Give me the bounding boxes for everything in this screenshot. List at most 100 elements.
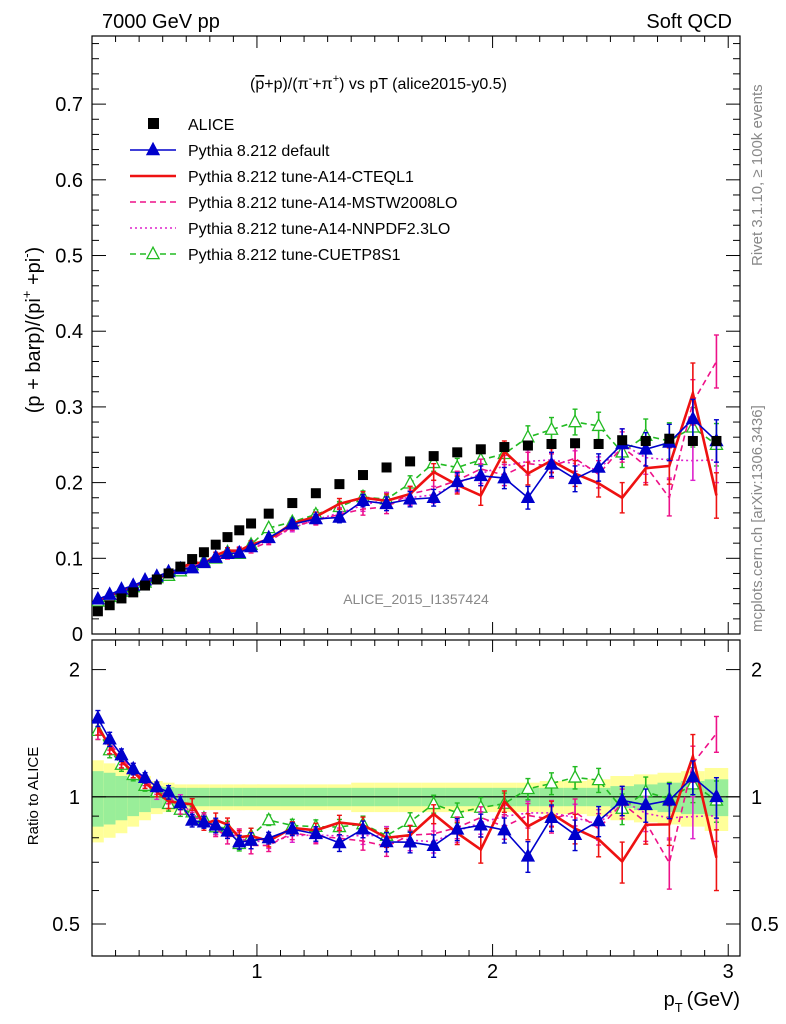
legend: ALICE Pythia 8.212 default Pythia 8.212 tu… xyxy=(130,117,457,264)
ratio-series-0-marker xyxy=(92,710,106,724)
legend-label-3: Pythia 8.212 tune-A14-NNPDF2.3LO xyxy=(188,221,450,238)
x-tick-label: 1 xyxy=(251,961,262,983)
alice-data-point xyxy=(151,574,162,585)
ratio-series-4-marker xyxy=(567,769,583,783)
alice-data-point xyxy=(428,451,439,462)
ratio-tick-label: 0.5 xyxy=(751,914,779,936)
main-series-0-marker xyxy=(426,489,441,504)
alice-data-point xyxy=(234,525,245,536)
ratio-tick-label: 1 xyxy=(69,787,80,809)
ratio-y-axis-label: Ratio to ALICE xyxy=(25,747,42,845)
ratio-series-0-marker xyxy=(173,794,188,809)
ratio-series-0-marker xyxy=(544,809,559,823)
legend-marker-4 xyxy=(145,245,161,260)
ratio-tick-label: 1 xyxy=(751,787,762,809)
alice-data-point xyxy=(593,439,604,450)
main-series-3-line xyxy=(97,442,717,602)
legend-alice-label: ALICE xyxy=(188,117,234,134)
axes: 1 2 3 0 0.1 0.2 0.3 0.4 0.5 0.6 0.7 0.5 0.5 1 1 2 2 xyxy=(52,35,779,983)
main-series-0-marker xyxy=(243,538,259,553)
alice-data-point xyxy=(140,580,151,591)
ratio-series-0-marker xyxy=(402,834,418,848)
ratio-series-0-marker xyxy=(126,760,141,775)
y-tick-label: 0.1 xyxy=(55,548,83,570)
main-series-0-marker xyxy=(220,545,235,560)
ratio-series-0-marker xyxy=(685,768,701,783)
y-tick-label: 0.2 xyxy=(55,473,83,495)
alice-data-point xyxy=(546,439,557,450)
main-series-0-marker xyxy=(520,489,536,504)
ratio-series-4-marker xyxy=(520,780,536,795)
ratio-series-0-marker xyxy=(308,825,323,840)
main-series-0-marker xyxy=(102,586,117,600)
main-series-0-marker xyxy=(450,473,465,488)
ratio-tick-label: 2 xyxy=(751,660,762,682)
main-frame xyxy=(91,35,741,635)
ratio-series-0-marker xyxy=(662,792,677,806)
main-series-0-marker xyxy=(285,516,300,530)
header-right: Soft QCD xyxy=(646,11,732,33)
main-series-0-marker xyxy=(567,470,583,485)
alice-data-point xyxy=(198,547,209,558)
y-tick-label: 0.7 xyxy=(55,94,83,116)
legend-label-2: Pythia 8.212 tune-A14-MSTW2008LO xyxy=(188,195,457,212)
ratio-series-4-marker xyxy=(591,771,606,786)
ratio-frame xyxy=(91,639,741,957)
alice-data-point xyxy=(334,479,345,490)
mcplots-label: mcplots.cern.ch [arXiv:1306.3436] xyxy=(749,405,766,632)
ratio-series-0-marker xyxy=(208,817,223,831)
ratio-series-0-marker xyxy=(161,784,176,798)
main-series-4-marker xyxy=(520,428,536,443)
alice-data-point xyxy=(687,435,698,446)
legend-label-4: Pythia 8.212 tune-CUETP8S1 xyxy=(188,247,401,264)
main-series-4-marker xyxy=(567,413,583,428)
y-tick-label: 0 xyxy=(72,624,83,646)
ratio-series-0-marker xyxy=(149,778,164,793)
ratio-series-0-marker xyxy=(185,812,200,826)
main-series-0-marker xyxy=(497,469,512,484)
ratio-series-0-line xyxy=(97,717,717,858)
alice-data-point xyxy=(640,435,651,446)
main-series-0-marker xyxy=(196,554,212,569)
alice-data-point xyxy=(287,498,298,509)
ratio-series-4-marker xyxy=(261,811,276,826)
alice-data-point xyxy=(246,518,257,529)
ratio-series-0-marker xyxy=(232,833,247,848)
ratio-band-inner xyxy=(92,771,104,827)
main-series-0-marker xyxy=(185,559,200,574)
alice-data-point xyxy=(617,435,628,446)
header-left: 7000 GeV pp xyxy=(102,11,220,33)
y-tick-label: 0.5 xyxy=(55,246,83,268)
ratio-band-inner xyxy=(127,779,140,817)
ratio-series-0-marker xyxy=(520,848,536,862)
ratio-series-0-marker xyxy=(615,792,630,806)
alice-data-point xyxy=(381,462,392,473)
main-series-0-marker xyxy=(402,491,418,505)
alice-data-point xyxy=(187,554,198,565)
alice-data-point xyxy=(222,532,233,543)
alice-data-point xyxy=(163,568,174,579)
ratio-series-0-marker xyxy=(450,821,465,835)
legend-label-1: Pythia 8.212 tune-A14-CTEQL1 xyxy=(188,169,414,186)
main-series-0-marker xyxy=(473,467,488,482)
ratio-band-inner xyxy=(103,772,116,825)
main-series-0-marker xyxy=(379,495,394,510)
ratio-series-0-marker xyxy=(243,832,259,846)
alice-data-point xyxy=(263,508,274,519)
main-series-4-marker xyxy=(544,421,559,435)
ratio-series-4-marker xyxy=(544,775,559,789)
y-tick-label: 0.3 xyxy=(55,397,83,419)
main-series-0-marker xyxy=(92,590,106,605)
alice-data-point xyxy=(175,561,186,572)
alice-data-point xyxy=(475,444,486,455)
ratio-tick-label: 2 xyxy=(69,660,80,682)
alice-data-point xyxy=(104,600,115,611)
ratio-band-inner xyxy=(115,776,128,821)
ratio-series-0-marker xyxy=(196,814,212,828)
main-series-0-marker xyxy=(355,492,371,507)
ratio-series-0-marker xyxy=(638,796,653,811)
main-series-4-marker xyxy=(591,417,606,432)
x-axis-label: pT (GeV) xyxy=(664,989,740,1015)
alice-data-point xyxy=(570,438,581,449)
main-series-0-marker xyxy=(232,544,247,559)
